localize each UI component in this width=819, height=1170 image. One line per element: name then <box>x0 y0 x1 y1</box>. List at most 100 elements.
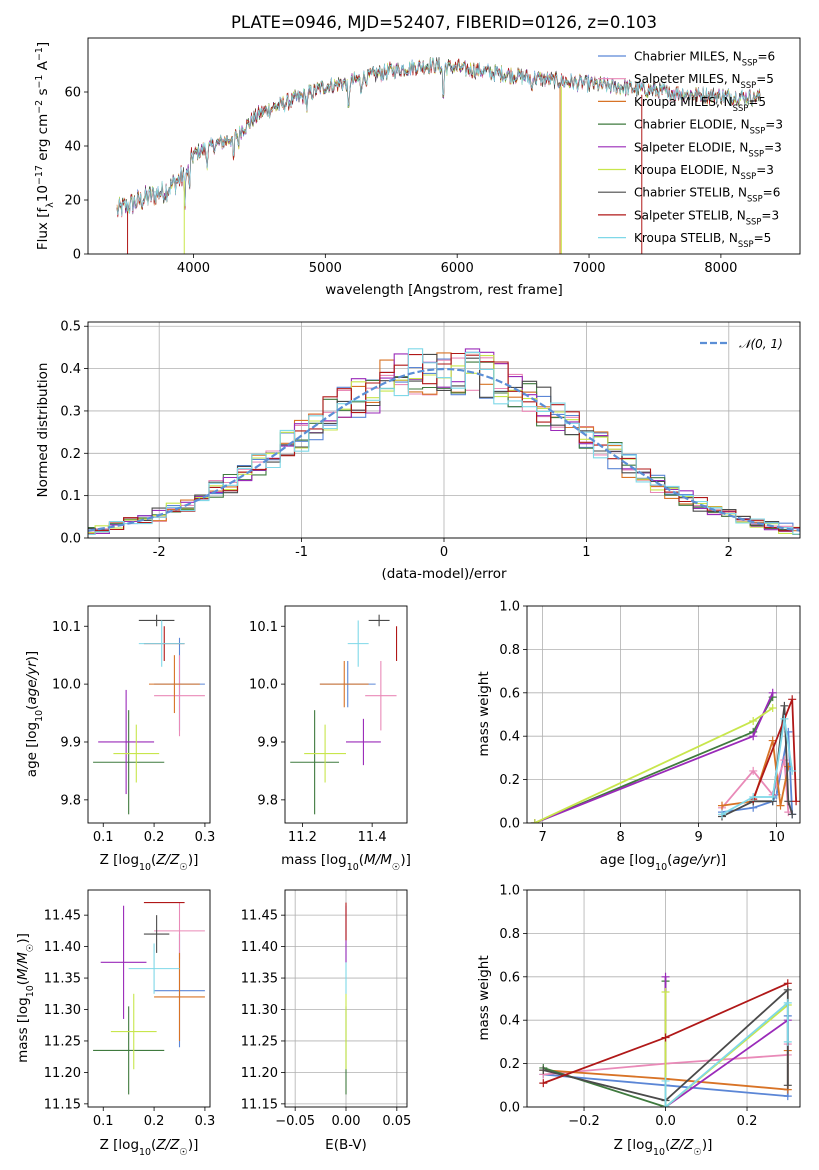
y-tick-label: 0.2 <box>499 773 520 788</box>
x-tick-label: 1 <box>582 545 590 560</box>
axes-frame <box>284 605 408 824</box>
y-tick-label: 20 <box>64 194 81 209</box>
weight-marker <box>788 766 797 775</box>
plot-area-age_Z <box>93 614 205 815</box>
y-tick-label: 0.8 <box>499 643 520 658</box>
y-tick-label: 11.40 <box>241 940 278 955</box>
weight-line-kroupa-stelib <box>664 1000 789 1107</box>
x-axis-label-residuals: (data-model)/error <box>381 566 507 582</box>
errorbar-chabrier-elodie <box>290 710 340 815</box>
weight-marker <box>661 1103 670 1107</box>
errorbar-kroupa-stelib <box>347 620 369 667</box>
axes-weight_Z: −0.2 0.0 0.2 0.0 0.2 0.4 0.6 0.8 1.0 <box>499 884 801 1129</box>
errorbar-kroupa-elodie <box>113 724 160 783</box>
axes-frame <box>87 321 801 539</box>
weight-marker <box>776 801 785 810</box>
y-tick-label: 0.2 <box>60 447 81 462</box>
axes-frame <box>87 889 211 1108</box>
y-tick-label: 11.30 <box>241 1003 278 1018</box>
weight-marker <box>768 792 777 801</box>
weight-marker <box>718 810 726 819</box>
weight-marker <box>539 1079 548 1088</box>
x-tick-label: 7000 <box>572 261 605 276</box>
x-tick-label: 6000 <box>441 261 474 276</box>
weight-marker <box>749 732 758 741</box>
legend-label: Salpeter ELODIE, NSSP=3 <box>634 140 782 158</box>
y-tick-label: 0 <box>73 248 81 263</box>
axes-age_Z: 0.1 0.2 0.3 9.8 9.9 10.0 10.1 <box>52 605 216 845</box>
x-tick-label: 0.3 <box>195 1114 216 1129</box>
weight-marker <box>784 797 793 806</box>
y-tick-label: 0.2 <box>499 1057 520 1072</box>
y-tick-label: 10.1 <box>52 620 81 635</box>
errorbar-kroupa-miles <box>154 952 205 1041</box>
legend-label: Chabrier STELIB, NSSP=6 <box>634 186 780 204</box>
weight-marker <box>661 1033 670 1042</box>
x-tick-label: 9 <box>694 830 702 845</box>
histogram-kroupa-stelib <box>88 348 800 535</box>
axes-residuals: -2 -1 0 1 2 0.0 0.1 0.2 0.3 0.4 0.5 𝒩(0, 1) <box>60 320 801 560</box>
errorbar-salpeter-elodie <box>346 718 381 766</box>
y-axis-label-weight-age: mass weight <box>476 671 492 756</box>
errorbar-chabrier-elodie <box>93 1006 165 1095</box>
y-tick-label: 0.5 <box>60 320 81 335</box>
weight-marker <box>783 998 792 1007</box>
weight-marker <box>661 1076 670 1085</box>
x-axis-label-spectrum: wavelength [Angstrom, rest frame] <box>325 282 563 298</box>
x-tick-label: -2 <box>153 545 166 560</box>
y-axis-label-residuals: Normed distribution <box>35 363 51 498</box>
legend-label: Kroupa STELIB, NSSP=5 <box>634 231 771 249</box>
y-tick-label: 10.1 <box>249 620 278 635</box>
y-tick-label: 9.9 <box>257 735 278 750</box>
y-tick-label: 40 <box>64 140 81 155</box>
x-tick-label: 0.0 <box>655 1114 676 1129</box>
x-axis-label-mass-ebv: E(B-V) <box>325 1137 367 1153</box>
y-tick-label: 11.35 <box>241 972 278 987</box>
y-tick-label: 11.40 <box>44 940 81 955</box>
y-tick-label: 1.0 <box>499 884 520 899</box>
errorbar-kroupa-elodie <box>304 724 346 783</box>
errorbar-kroupa-elodie <box>110 993 157 1070</box>
weight-marker <box>783 979 792 988</box>
errorbar-kroupa-stelib <box>138 620 185 667</box>
y-tick-label: 60 <box>64 86 81 101</box>
errorbar-salpeter-miles <box>365 660 397 731</box>
y-tick-label: 11.45 <box>241 909 278 924</box>
legend-label: Kroupa ELODIE, NSSP=3 <box>634 163 774 181</box>
x-tick-label: 11.2 <box>288 830 317 845</box>
weight-marker <box>768 703 777 712</box>
legend-label: Chabrier ELODIE, NSSP=3 <box>634 118 783 136</box>
y-tick-label: 11.45 <box>44 909 81 924</box>
y-tick-label: 10.0 <box>249 678 278 693</box>
x-tick-label: 0.1 <box>93 1114 114 1129</box>
x-axis-label-weight-age: age [log10(age/yr)] <box>600 852 726 873</box>
weight-marker <box>661 987 670 996</box>
x-axis-label-weight-Z: Z [log10(Z/Z☉)] <box>614 1137 713 1158</box>
y-tick-label: 11.15 <box>241 1097 278 1112</box>
weight-marker <box>749 766 758 775</box>
y-tick-label: 9.9 <box>60 735 81 750</box>
legend-label-normal: 𝒩(0, 1) <box>739 337 783 351</box>
errorbar-chabrier-stelib <box>138 614 175 627</box>
x-tick-label: 0.2 <box>144 830 165 845</box>
weight-line-kroupa-elodie <box>664 992 789 1107</box>
errorbar-chabrier-elodie <box>93 710 165 815</box>
x-tick-label: 0.3 <box>195 830 216 845</box>
x-tick-label: 4000 <box>177 261 210 276</box>
x-tick-label: -1 <box>295 545 308 560</box>
y-tick-label: 9.8 <box>257 793 278 808</box>
y-tick-label: 0.0 <box>499 1101 520 1116</box>
errorbar-salpeter-miles <box>154 902 205 960</box>
legend-spectrum: Chabrier MILES, NSSP=6 Salpeter MILES, NS… <box>598 50 783 249</box>
axes-frame <box>87 37 801 255</box>
x-tick-label: 0.00 <box>332 1114 361 1129</box>
y-tick-label: 1.0 <box>499 600 520 615</box>
y-axis-label-age-Z: age [log10(age/yr)] <box>24 651 45 777</box>
y-tick-label: 0.4 <box>499 1014 520 1029</box>
errorbar-kroupa-miles <box>319 660 369 708</box>
axes-frame <box>87 605 211 824</box>
weight-marker <box>530 819 539 823</box>
axes-mass_Z: 0.1 0.2 0.3 11.15 11.20 11.25 11.30 11.35 11.40 1… <box>44 889 216 1129</box>
weight-marker <box>780 701 789 710</box>
plot-area-weight_age <box>530 688 800 823</box>
